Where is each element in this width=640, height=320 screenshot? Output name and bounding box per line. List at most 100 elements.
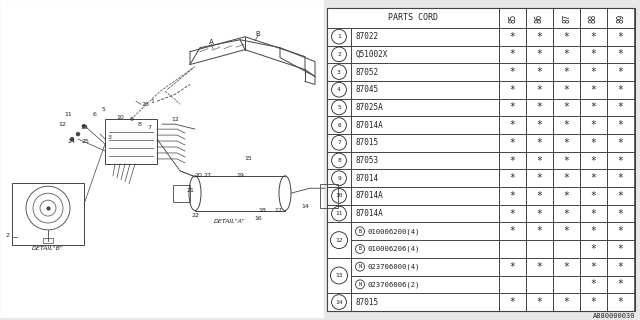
- Bar: [351, 258, 499, 276]
- Text: 24: 24: [68, 139, 76, 144]
- Text: 14: 14: [301, 204, 309, 209]
- Text: 12: 12: [171, 117, 179, 122]
- Bar: [526, 205, 553, 222]
- Bar: [327, 99, 351, 116]
- Bar: [327, 8, 635, 311]
- Text: 85: 85: [508, 13, 517, 22]
- Bar: [351, 28, 499, 45]
- Bar: [351, 293, 499, 311]
- Bar: [499, 293, 526, 311]
- Circle shape: [70, 137, 74, 141]
- Text: 9: 9: [337, 176, 341, 181]
- Text: *: *: [509, 191, 515, 201]
- Text: 9: 9: [130, 117, 134, 122]
- Text: 8: 8: [337, 158, 341, 163]
- Bar: [607, 222, 634, 240]
- Text: *: *: [536, 120, 543, 130]
- Bar: [580, 116, 607, 134]
- Bar: [580, 81, 607, 99]
- Text: *: *: [564, 297, 570, 307]
- Text: *: *: [564, 120, 570, 130]
- Text: *: *: [564, 67, 570, 77]
- Text: *: *: [618, 32, 623, 42]
- Text: 87: 87: [562, 13, 571, 22]
- Bar: [499, 28, 526, 45]
- Text: 13: 13: [335, 273, 343, 278]
- Text: *: *: [509, 209, 515, 219]
- Text: *: *: [536, 297, 543, 307]
- Bar: [607, 169, 634, 187]
- Text: *: *: [618, 191, 623, 201]
- Bar: [173, 185, 190, 202]
- Bar: [553, 169, 580, 187]
- Text: *: *: [536, 67, 543, 77]
- Bar: [553, 293, 580, 311]
- Text: 13: 13: [80, 124, 88, 130]
- Text: *: *: [536, 49, 543, 59]
- Text: *: *: [618, 49, 623, 59]
- Text: 8: 8: [138, 122, 142, 127]
- Bar: [351, 169, 499, 187]
- Text: *: *: [536, 262, 543, 272]
- Bar: [607, 45, 634, 63]
- Bar: [0, 0, 323, 318]
- Bar: [327, 152, 351, 169]
- Text: *: *: [618, 244, 623, 254]
- Bar: [351, 240, 499, 258]
- Bar: [526, 169, 553, 187]
- Bar: [553, 28, 580, 45]
- Text: *: *: [536, 226, 543, 236]
- Text: 87014: 87014: [356, 174, 379, 183]
- Bar: [526, 28, 553, 45]
- Text: *: *: [509, 173, 515, 183]
- Text: *: *: [591, 244, 596, 254]
- Text: *: *: [618, 67, 623, 77]
- Text: 11: 11: [335, 211, 343, 216]
- Text: *: *: [591, 191, 596, 201]
- Bar: [526, 81, 553, 99]
- Bar: [580, 293, 607, 311]
- Bar: [553, 99, 580, 116]
- Text: *: *: [564, 156, 570, 165]
- Bar: [607, 293, 634, 311]
- Text: *: *: [509, 49, 515, 59]
- Text: 15: 15: [244, 156, 252, 161]
- Bar: [327, 258, 351, 293]
- Text: *: *: [618, 156, 623, 165]
- Text: 5: 5: [101, 107, 105, 112]
- Bar: [607, 81, 634, 99]
- Bar: [499, 45, 526, 63]
- Bar: [327, 293, 351, 311]
- Text: *: *: [564, 49, 570, 59]
- Text: *: *: [536, 32, 543, 42]
- Text: 86: 86: [535, 13, 544, 22]
- Text: N: N: [358, 264, 362, 269]
- Text: DETAIL"B": DETAIL"B": [32, 246, 64, 251]
- Bar: [351, 187, 499, 205]
- Text: *: *: [536, 173, 543, 183]
- Text: 18: 18: [258, 208, 266, 213]
- Text: 010006206(4): 010006206(4): [368, 246, 420, 252]
- Text: *: *: [591, 279, 596, 289]
- Bar: [526, 134, 553, 152]
- Bar: [43, 238, 53, 243]
- Circle shape: [82, 124, 86, 128]
- Bar: [327, 45, 351, 63]
- Text: *: *: [591, 85, 596, 95]
- Bar: [499, 63, 526, 81]
- Bar: [607, 187, 634, 205]
- Text: 87045: 87045: [356, 85, 379, 94]
- Bar: [351, 152, 499, 169]
- Bar: [499, 99, 526, 116]
- Bar: [607, 276, 634, 293]
- Circle shape: [76, 132, 80, 136]
- Bar: [553, 81, 580, 99]
- Bar: [526, 240, 553, 258]
- Bar: [499, 276, 526, 293]
- Text: 10: 10: [116, 115, 124, 120]
- Bar: [351, 45, 499, 63]
- Bar: [499, 134, 526, 152]
- Text: *: *: [564, 226, 570, 236]
- Text: 10: 10: [335, 193, 343, 198]
- Bar: [526, 116, 553, 134]
